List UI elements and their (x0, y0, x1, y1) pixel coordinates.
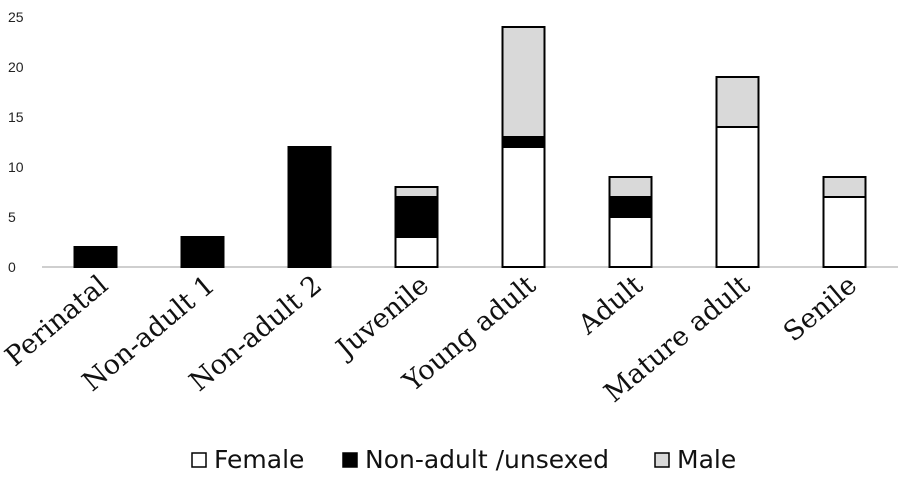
y-tick-label: 20 (8, 59, 24, 75)
legend-label: Male (677, 445, 736, 474)
x-category-label: Senile (778, 270, 863, 348)
bar-non-adult-unsexed (287, 146, 332, 268)
bar-non-adult-unsexed (394, 196, 439, 238)
bar-female (394, 236, 439, 268)
y-tick-label: 10 (8, 159, 24, 175)
x-category-label: Adult (572, 270, 649, 342)
bar-female (822, 196, 867, 268)
bar-non-adult-unsexed (180, 236, 225, 268)
bar-male (608, 176, 653, 198)
bar-non-adult-unsexed (608, 196, 653, 218)
bar-non-adult-unsexed (501, 136, 546, 148)
y-tick-label: 5 (8, 209, 16, 225)
legend-swatch (654, 452, 670, 468)
bar-female (501, 146, 546, 268)
legend-swatch (191, 452, 207, 468)
bar-male (715, 76, 760, 128)
legend-label: Female (214, 445, 304, 474)
bar-non-adult-unsexed (73, 246, 118, 268)
y-tick-label: 0 (8, 259, 16, 275)
legend-label: Non-adult /unsexed (365, 445, 609, 474)
y-tick-label: 25 (8, 9, 24, 25)
bar-female (715, 126, 760, 268)
bar-male (822, 176, 867, 198)
bar-female (608, 216, 653, 268)
bar-male (501, 26, 546, 138)
x-category-label: Juvenile (328, 270, 435, 366)
legend-swatch (342, 452, 358, 468)
bar-male (394, 186, 439, 198)
y-tick-label: 15 (8, 109, 24, 125)
